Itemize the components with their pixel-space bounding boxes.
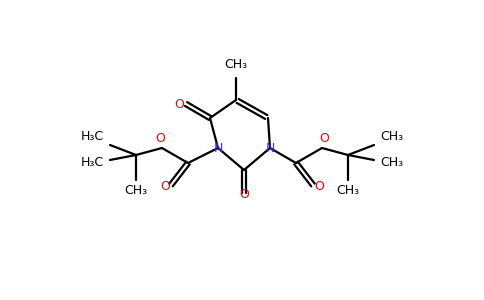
Text: O: O — [319, 133, 329, 146]
Text: N: N — [265, 142, 275, 154]
Text: O: O — [160, 179, 170, 193]
Text: CH₃: CH₃ — [225, 58, 247, 71]
Text: O: O — [174, 98, 184, 110]
Text: CH₃: CH₃ — [336, 184, 360, 196]
Text: CH₃: CH₃ — [380, 130, 404, 143]
Text: O: O — [314, 179, 324, 193]
Text: CH₃: CH₃ — [380, 157, 404, 169]
Text: H₃C: H₃C — [80, 157, 104, 169]
Text: O: O — [239, 188, 249, 200]
Text: N: N — [213, 142, 223, 154]
Text: O: O — [155, 133, 165, 146]
Text: H₃C: H₃C — [80, 130, 104, 143]
Text: CH₃: CH₃ — [124, 184, 148, 196]
